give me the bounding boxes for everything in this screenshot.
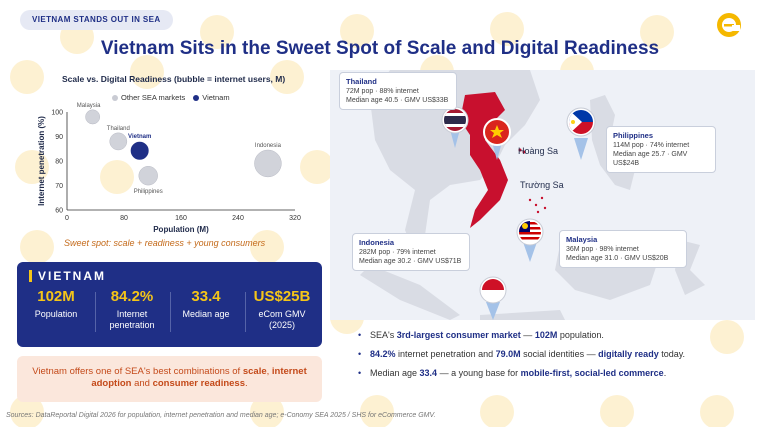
vietnam-stats-card: VIETNAM 102M Population 84.2% Internet p… xyxy=(17,262,322,347)
bubble-philippines xyxy=(138,166,158,186)
scatter-chart: 0 80 160 240 320 60 70 80 90 100 Population (M) Int… xyxy=(37,103,301,234)
x-tick-label: 0 xyxy=(65,215,69,222)
stat-value: 102M xyxy=(37,288,75,305)
stats-heading: VIETNAM xyxy=(29,269,106,283)
y-tick-label: 90 xyxy=(55,134,63,141)
stat-median-age: 33.4 Median age xyxy=(171,288,241,320)
bubble-thailand xyxy=(109,132,128,151)
callout-thailand: Thailand 72M pop · 88% internet Median a… xyxy=(339,72,457,110)
section-tag: VIETNAM STANDS OUT IN SEA xyxy=(20,10,173,30)
legend-item-other: Other SEA markets xyxy=(112,93,185,102)
callout-malaysia: Malaysia 36M pop · 98% internet Median a… xyxy=(559,230,687,268)
list-item: SEA's 3rd-largest consumer market — 102M… xyxy=(358,330,685,349)
hoang-sa-label: Hoàng Sa xyxy=(518,146,558,156)
bubble-label: Indonesia xyxy=(255,143,282,149)
stat-value: US$25B xyxy=(253,288,311,305)
stat-label: Population xyxy=(34,309,78,319)
page-title: Vietnam Sits in the Sweet Spot of Scale … xyxy=(100,38,660,59)
chart-caption: Sweet spot: scale + readiness + young co… xyxy=(64,238,266,248)
x-tick-label: 160 xyxy=(175,215,187,222)
chart-legend: Other SEA markets Vietnam xyxy=(112,93,230,102)
stat-gmv: US$25B eCom GMV (2025) xyxy=(247,288,317,331)
stat-label: eCom GMV (2025) xyxy=(258,309,306,330)
x-axis-label: Population (M) xyxy=(153,225,209,234)
sources-footnote: Sources: DataReportal Digital 2026 for p… xyxy=(6,412,436,419)
legend-label-vietnam: Vietnam xyxy=(202,93,230,102)
sea-map: Hoàng Sa Trường Sa Thailand 72M pop · 88… xyxy=(330,70,755,320)
thailand-flag-pin xyxy=(441,106,469,148)
callout-philippines: Philippines 114M pop · 74% internet Medi… xyxy=(606,126,716,173)
stat-value: 33.4 xyxy=(191,288,221,305)
stat-divider xyxy=(170,292,171,332)
x-tick-label: 320 xyxy=(289,215,301,222)
y-tick-label: 80 xyxy=(55,159,63,166)
chart-title: Scale vs. Digital Readiness (bubble = in… xyxy=(62,74,286,84)
y-tick-label: 60 xyxy=(55,208,63,215)
bubble-label: Malaysia xyxy=(77,103,101,109)
bubble-label: Vietnam xyxy=(128,134,151,140)
stat-divider xyxy=(245,292,246,332)
stat-label: Median age xyxy=(182,309,230,319)
callout-indonesia: Indonesia 282M pop · 79% internet Median… xyxy=(352,233,470,271)
bubble-indonesia xyxy=(254,149,282,178)
vietnam-flag-pin xyxy=(483,118,511,160)
list-item: Median age 33.4 — a young base for mobil… xyxy=(358,368,685,387)
indonesia-flag-pin xyxy=(479,276,507,320)
vietnam-shape xyxy=(460,92,508,228)
philippines-flag-pin xyxy=(566,107,596,160)
brand-logo-icon xyxy=(717,13,741,37)
legend-label-other: Other SEA markets xyxy=(121,93,186,102)
key-points-list: SEA's 3rd-largest consumer market — 102M… xyxy=(358,330,685,387)
bubble-malaysia xyxy=(85,109,101,125)
map-graphic: Hoàng Sa Trường Sa xyxy=(330,70,755,320)
bubble-label: Philippines xyxy=(134,189,163,195)
list-item: 84.2% internet penetration and 79.0M soc… xyxy=(358,349,685,368)
stats-heading-label: VIETNAM xyxy=(38,269,106,283)
stat-divider xyxy=(95,292,96,332)
truong-sa-label: Trường Sa xyxy=(520,180,564,190)
x-tick-label: 240 xyxy=(232,215,244,222)
insight-note: Vietnam offers one of SEA's best combina… xyxy=(17,356,322,402)
bubble-label: Thailand xyxy=(107,126,130,132)
malaysia-flag-pin xyxy=(516,218,544,262)
bubble-vietnam xyxy=(129,140,150,161)
stat-internet: 84.2% Internet penetration xyxy=(97,288,167,331)
stat-label: Internet penetration xyxy=(109,309,155,330)
y-tick-label: 70 xyxy=(55,183,63,190)
legend-item-vietnam: Vietnam xyxy=(193,93,230,102)
y-tick-label: 100 xyxy=(51,110,63,117)
y-axis-label: Internet penetration (%) xyxy=(37,116,46,206)
stat-value: 84.2% xyxy=(110,288,154,305)
stat-population: 102M Population xyxy=(21,288,91,320)
x-tick-label: 80 xyxy=(120,215,128,222)
